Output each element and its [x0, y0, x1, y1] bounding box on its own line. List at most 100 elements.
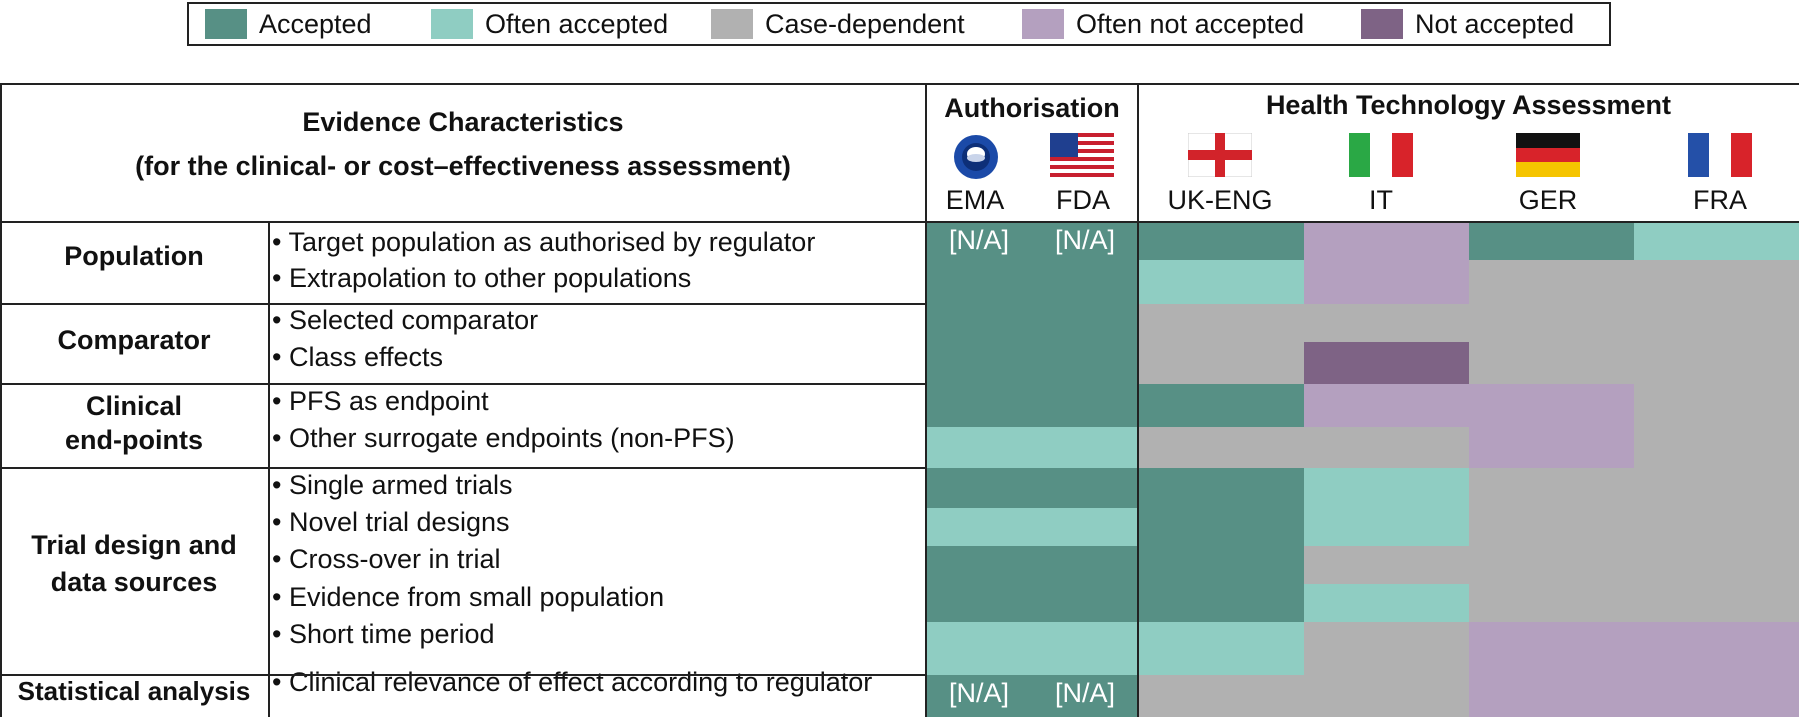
na-label: [N/A] — [1054, 678, 1115, 708]
rating-cell — [1138, 584, 1304, 622]
row-label: • Other surrogate endpoints (non-PFS) — [272, 423, 735, 453]
category-trial-design-line1: Trial design and — [31, 530, 237, 560]
france-flag-icon — [1688, 133, 1752, 177]
rating-cell — [1304, 675, 1469, 717]
rating-cell — [926, 260, 1032, 304]
row-label: • Selected comparator — [272, 305, 539, 335]
rating-cell — [1469, 508, 1634, 546]
row-label: • Novel trial designs — [272, 507, 510, 537]
rating-cell — [1634, 468, 1799, 508]
rating-cell: [N/A] — [1032, 675, 1138, 717]
rating-cell — [1634, 546, 1799, 584]
rating-cell — [1469, 584, 1634, 622]
rating-cell — [926, 468, 1032, 508]
rating-cell — [1634, 427, 1799, 468]
rating-cell — [1304, 546, 1469, 584]
ema-logo-icon — [952, 133, 1000, 181]
na-label: [N/A] — [948, 678, 1009, 708]
na-label: [N/A] — [1054, 225, 1115, 255]
rating-cell: [N/A] — [926, 675, 1032, 717]
rating-cell — [926, 546, 1032, 584]
table-left-border — [0, 83, 2, 717]
rating-cell — [1469, 427, 1634, 468]
legend: Accepted Often accepted Case-dependent O… — [187, 2, 1611, 46]
rating-cell — [1138, 304, 1304, 342]
germany-flag-icon — [1516, 133, 1580, 177]
rating-cell — [1304, 622, 1469, 675]
rating-cell — [1138, 342, 1304, 384]
rating-cell — [1634, 260, 1799, 304]
agency-label-uk-eng: UK-ENG — [1167, 185, 1273, 215]
rating-cell — [1634, 384, 1799, 427]
header-divider — [0, 221, 1799, 223]
agency-label-ema: EMA — [945, 185, 1005, 215]
rating-cell — [1469, 384, 1634, 427]
category-divider — [0, 383, 926, 385]
row-label: • Short time period — [272, 619, 495, 649]
rating-cell — [1304, 508, 1469, 546]
rating-cell — [1304, 342, 1469, 384]
rating-cell: [N/A] — [1032, 222, 1138, 260]
category-clinical-endpoints-line2: end-points — [65, 425, 203, 455]
legend-item-case-dependent: Case-dependent — [711, 4, 965, 44]
row-label: • Clinical relevance of effect according… — [272, 667, 873, 697]
hta-header: Health Technology Assessment — [1265, 90, 1672, 120]
rating-cell — [1469, 222, 1634, 260]
rating-cell — [926, 342, 1032, 384]
category-comparator: Comparator — [57, 325, 211, 355]
rating-cell — [1304, 584, 1469, 622]
rating-cell — [1138, 260, 1304, 304]
rating-cell — [1138, 675, 1304, 717]
rating-cell — [1032, 427, 1138, 468]
rating-cell — [1304, 427, 1469, 468]
rating-cell — [1138, 384, 1304, 427]
rating-cell — [1304, 222, 1469, 260]
rating-cell — [1032, 468, 1138, 508]
row-label: • Evidence from small population — [272, 582, 665, 612]
rating-cell — [1138, 222, 1304, 260]
table-top-border — [0, 83, 1799, 85]
rating-cell — [1634, 304, 1799, 342]
row-label: • PFS as endpoint — [272, 386, 489, 416]
rating-cell — [926, 584, 1032, 622]
rating-cell — [1138, 546, 1304, 584]
category-divider — [0, 303, 926, 305]
legend-item-not-accepted: Not accepted — [1361, 4, 1574, 44]
legend-label: Accepted — [259, 8, 372, 39]
category-clinical-endpoints-line1: Clinical — [85, 391, 183, 421]
agency-label-it: IT — [1369, 185, 1393, 215]
rating-cell — [1032, 384, 1138, 427]
rating-cell — [926, 304, 1032, 342]
row-label: • Single armed trials — [272, 470, 513, 500]
evidence-title: Evidence Characteristics — [302, 107, 624, 137]
rating-cell — [926, 508, 1032, 546]
rating-cell — [1032, 622, 1138, 675]
category-statistical-analysis: Statistical analysis — [17, 676, 251, 706]
category-column-divider — [268, 221, 270, 717]
rating-cell — [1138, 427, 1304, 468]
rating-cell — [1634, 342, 1799, 384]
category-divider — [0, 467, 926, 469]
agency-label-ger: GER — [1518, 185, 1578, 215]
row-label: • Extrapolation to other populations — [272, 263, 692, 293]
rating-cell — [1634, 222, 1799, 260]
rating-cell — [1138, 468, 1304, 508]
rating-cell — [1032, 260, 1138, 304]
rating-cell — [1032, 508, 1138, 546]
rating-cell — [1304, 260, 1469, 304]
rating-cell — [1634, 622, 1799, 675]
rating-cell — [926, 427, 1032, 468]
rating-cell — [1032, 546, 1138, 584]
agency-label-fra: FRA — [1693, 185, 1747, 215]
legend-swatch — [205, 9, 247, 39]
category-trial-design-line2: data sources — [50, 567, 218, 597]
legend-label: Case-dependent — [765, 8, 965, 39]
legend-item-often-accepted: Often accepted — [431, 4, 668, 44]
england-flag-icon — [1187, 132, 1253, 178]
legend-swatch — [1361, 9, 1403, 39]
rating-cell — [926, 384, 1032, 427]
authorisation-header: Authorisation — [944, 93, 1120, 123]
rating-cell — [1634, 508, 1799, 546]
rating-cell — [1469, 622, 1634, 675]
rating-cell — [926, 622, 1032, 675]
